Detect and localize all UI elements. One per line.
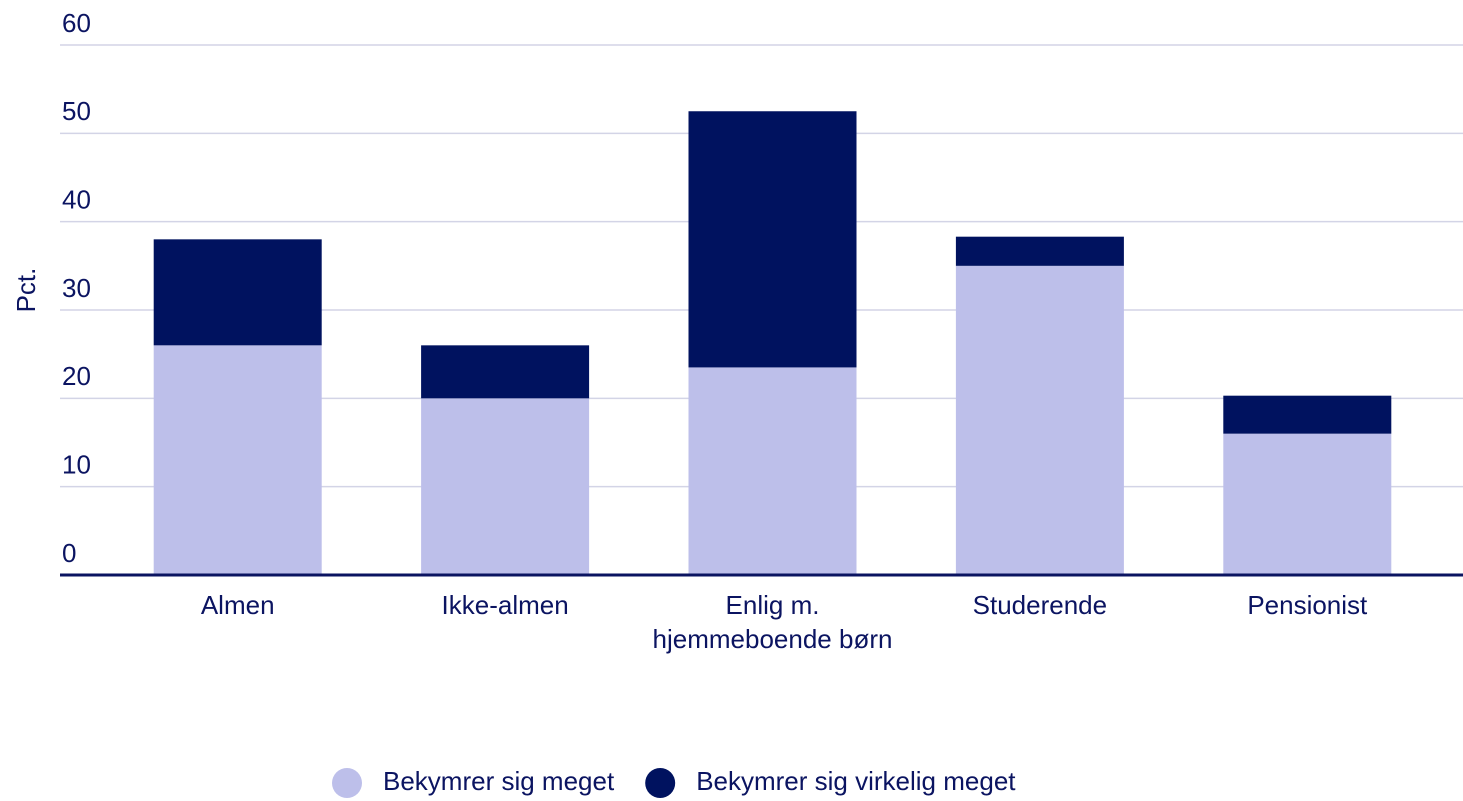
bar-segment xyxy=(1223,395,1392,434)
legend-marker xyxy=(332,768,362,798)
legend-label: Bekymrer sig virkelig meget xyxy=(696,766,1016,796)
y-tick-label: 40 xyxy=(62,185,91,215)
y-tick-label: 30 xyxy=(62,273,91,303)
x-tick-label: Almen xyxy=(200,590,275,620)
y-tick-label: 50 xyxy=(62,96,91,126)
x-tick-label: Pensionist xyxy=(1247,590,1368,620)
y-tick-label: 0 xyxy=(62,538,76,568)
x-tick-label: Enlig m. hjemmeboende børn xyxy=(652,590,893,654)
bar-segment xyxy=(421,345,590,399)
bar-segment xyxy=(421,398,590,575)
x-tick-label: Studerende xyxy=(972,590,1108,620)
x-tick-label: Ikke-almen xyxy=(441,590,569,620)
y-tick-label: 20 xyxy=(62,361,91,391)
bar-segment xyxy=(1223,433,1392,575)
bar-segment xyxy=(955,236,1124,266)
y-tick-label: 10 xyxy=(62,450,91,480)
y-axis-label: Pct. xyxy=(11,268,41,313)
bar-segment xyxy=(688,111,857,368)
bar-segment xyxy=(688,367,857,575)
legend-label: Bekymrer sig meget xyxy=(383,766,615,796)
legend-marker xyxy=(645,768,676,798)
bar-segment xyxy=(153,345,322,575)
bar-segment xyxy=(955,265,1124,575)
bar-segment xyxy=(153,239,322,346)
y-tick-label: 60 xyxy=(62,8,91,38)
